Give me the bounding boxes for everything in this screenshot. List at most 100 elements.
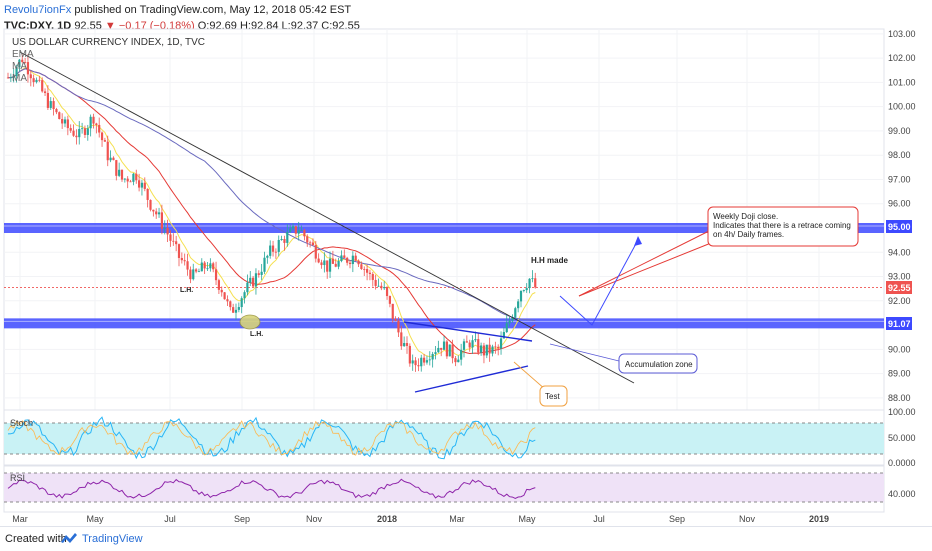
candle-body <box>289 228 292 233</box>
y-tick-label: 96.00 <box>888 199 911 209</box>
time-axis[interactable]: Mar May Jul Sep Nov 2018 Mar May Jul Sep Nov 2019 <box>12 514 829 524</box>
y-tick-label: 100.00 <box>888 102 916 112</box>
candle-body <box>337 261 340 267</box>
candle-body <box>226 299 229 302</box>
candle-body <box>271 245 275 252</box>
candle-body <box>140 182 144 188</box>
candle-body <box>400 332 403 347</box>
price-tag-91 <box>886 317 912 330</box>
candle-body <box>408 345 411 364</box>
accumulation-box[interactable] <box>618 353 698 374</box>
candle-body <box>106 141 109 161</box>
candle-body <box>75 135 78 138</box>
candle-body <box>166 228 169 235</box>
candle-body <box>488 344 491 354</box>
x-tick-label: Mar <box>449 514 465 524</box>
candle-body <box>499 338 503 349</box>
x-tick-label: 2019 <box>809 514 829 524</box>
lh-label-2: L.H. <box>250 331 263 338</box>
weekly-doji-box[interactable] <box>707 206 859 247</box>
lh-highlight-ellipse <box>239 314 261 330</box>
candle-body <box>485 344 488 356</box>
candle-body <box>340 255 343 262</box>
test-box[interactable] <box>539 385 568 407</box>
candle-body <box>465 341 468 343</box>
candle-body <box>491 346 494 354</box>
candle-body <box>374 279 377 286</box>
candle-body <box>126 178 129 182</box>
weekly-pointer-2 <box>578 242 712 297</box>
y-tick-label: 101.00 <box>888 77 916 87</box>
candle-body <box>317 258 320 263</box>
candle-body <box>29 74 32 79</box>
candle-body <box>497 346 500 349</box>
candle-body <box>243 292 246 299</box>
candle-body <box>451 344 454 359</box>
candle-body <box>397 320 400 333</box>
tradingview-brand[interactable]: TradingView <box>82 533 143 545</box>
author-name[interactable]: Revolu7ionFx <box>4 4 72 16</box>
candle-body <box>12 75 15 78</box>
price-chart[interactable]: US DOLLAR CURRENCY INDEX, 1D, TVC EMA MA… <box>0 0 932 526</box>
candle-body <box>528 278 531 289</box>
accumulation-label: Accumulation zone <box>625 360 693 369</box>
x-tick-label: Jul <box>164 514 176 524</box>
candle-body <box>357 260 360 265</box>
candle-body <box>152 209 155 212</box>
candle-body <box>254 273 258 287</box>
candle-body <box>531 278 534 280</box>
candle-body <box>511 317 514 321</box>
candle-body <box>431 353 434 360</box>
candle-body <box>380 285 383 289</box>
lh-label-1: L.H. <box>180 287 193 294</box>
candle-body <box>411 360 414 364</box>
candle-body <box>468 342 471 348</box>
candle-body <box>309 242 312 244</box>
candle-body <box>115 160 118 176</box>
candle-body <box>206 268 209 270</box>
candle-body <box>383 287 386 289</box>
candle-body <box>186 261 189 270</box>
candle-body <box>157 212 161 215</box>
candle-body <box>445 341 448 357</box>
candle-body <box>214 269 218 281</box>
rsi-label: RSI <box>10 473 25 483</box>
candle-body <box>212 263 215 270</box>
candle-body <box>457 359 460 363</box>
candle-body <box>24 61 27 63</box>
candle-body <box>534 278 537 288</box>
candle-body <box>72 130 75 136</box>
candle-body <box>269 245 272 256</box>
candle-body <box>423 357 426 363</box>
candle-body <box>6 77 10 79</box>
candle-body <box>440 347 443 350</box>
triangle-upper-line <box>403 321 533 342</box>
candle-body <box>38 79 41 81</box>
candle-body <box>58 112 61 120</box>
candle-body <box>257 273 260 275</box>
stoch-tick-50: 50.000 <box>888 433 916 443</box>
ma-slow-line <box>7 68 536 321</box>
candle-body <box>420 357 423 367</box>
candle-body <box>220 289 223 293</box>
candle-body <box>163 228 166 229</box>
candle-body <box>252 277 255 287</box>
candle-body <box>118 169 121 176</box>
candle-body <box>112 157 115 161</box>
candle-body <box>169 234 172 241</box>
candle-body <box>434 352 437 354</box>
candle-body <box>517 301 520 309</box>
price-axis[interactable]: 103.00 102.00 101.00 100.00 99.00 98.00 97.00 9… <box>888 29 916 403</box>
candle-body <box>294 226 297 234</box>
sr-band-0 <box>4 222 884 233</box>
candle-body <box>442 341 446 350</box>
candle-body <box>348 262 352 265</box>
candle-body <box>274 251 277 253</box>
candle-body <box>260 271 263 275</box>
chart-title: US DOLLAR CURRENCY INDEX, 1D, TVC <box>12 37 205 48</box>
candle-body <box>86 128 89 135</box>
x-tick-label: Nov <box>306 514 323 524</box>
candle-body <box>249 277 252 283</box>
stoch-tick-0: 0.0000 <box>888 458 916 468</box>
candle-body <box>391 303 394 319</box>
